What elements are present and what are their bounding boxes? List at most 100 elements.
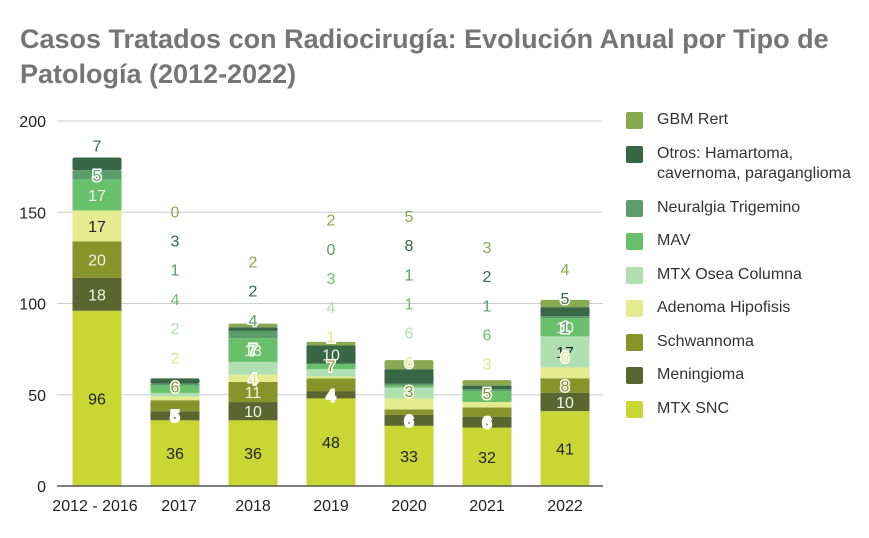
bar-segment <box>228 374 278 382</box>
bar-segment <box>228 330 278 339</box>
legend-label: Schwannoma <box>657 332 754 350</box>
legend-swatch <box>626 266 643 284</box>
legend-item: Adenoma Hipofisis <box>626 298 866 319</box>
data-label: 3 <box>405 384 414 401</box>
data-label: 10 <box>322 348 340 365</box>
legend: GBM Rert Otros: Hamartoma, cavernoma, par… <box>626 110 866 432</box>
bar-segment <box>306 369 356 377</box>
bar-segment <box>540 392 590 412</box>
bar-segment <box>306 398 356 486</box>
bar-segment <box>306 345 356 364</box>
data-label: 8 <box>405 238 414 255</box>
bar-segment <box>462 385 512 390</box>
bar-segment <box>72 277 122 311</box>
bar-segment <box>150 385 200 393</box>
legend-label: MAV <box>657 232 691 249</box>
data-label: 4 <box>249 371 258 388</box>
data-label: 1 <box>405 267 414 284</box>
data-label: 4 <box>327 388 336 405</box>
data-label: 5 <box>483 386 492 403</box>
legend-swatch <box>626 400 643 418</box>
data-label: 8 <box>561 379 570 396</box>
data-label: 13 <box>244 343 262 360</box>
bar-segment <box>540 307 590 317</box>
bar-segment <box>72 241 122 278</box>
data-label: 18 <box>88 287 106 304</box>
bar-segment <box>462 380 512 386</box>
data-label: 2 <box>171 350 180 367</box>
bar-segment <box>150 400 200 412</box>
bar-segment <box>384 398 434 410</box>
y-tick-label: 200 <box>19 114 46 131</box>
bar-segment <box>72 157 122 171</box>
x-tick-label: 2017 <box>161 498 197 515</box>
data-label: 17 <box>88 188 106 205</box>
bar-segment <box>540 367 590 379</box>
data-label: 4 <box>171 292 180 309</box>
data-label: 4 <box>327 300 336 317</box>
legend-swatch <box>626 367 643 384</box>
data-label: 36 <box>244 446 262 463</box>
data-label: 3 <box>483 240 492 257</box>
data-label: 10 <box>556 320 574 337</box>
bar-segment <box>384 383 434 386</box>
bar-segment <box>150 420 200 486</box>
legend-item: Schwannoma <box>626 332 866 353</box>
bar-segment <box>150 392 200 397</box>
data-label: 10 <box>556 395 574 412</box>
bar-segment <box>228 327 278 331</box>
y-tick-label: 150 <box>19 205 46 222</box>
bar-segment <box>150 411 200 421</box>
data-label: 41 <box>556 442 574 459</box>
data-label: 4 <box>249 313 258 330</box>
bar-segment <box>462 402 512 408</box>
data-label: 1 <box>483 298 492 315</box>
data-label: 10 <box>244 404 262 421</box>
legend-swatch <box>626 233 643 250</box>
x-tick-label: 2022 <box>547 498 583 515</box>
data-label: 2 <box>249 255 258 272</box>
x-tick-label: 2020 <box>391 498 427 515</box>
data-label: 96 <box>88 391 106 408</box>
bar-segment <box>540 336 590 368</box>
data-label: 20 <box>88 253 106 270</box>
bar-segment <box>540 411 590 486</box>
bar-segment <box>384 414 434 426</box>
bar-segment <box>306 376 356 379</box>
legend-label: GBM Rert <box>657 111 729 128</box>
x-axis-ticks: 2012 - 2016 2017 2018 2019 2020 2021 2022 <box>52 498 583 515</box>
bar-segment <box>384 369 434 384</box>
data-label: 0 <box>171 204 180 221</box>
legend-item: Neuralgia Trigemino <box>626 198 866 219</box>
legend-swatch <box>626 199 643 217</box>
bar-segment <box>462 416 512 428</box>
data-label: 17 <box>556 345 574 362</box>
bar-segment <box>306 341 356 346</box>
x-tick-label: 2021 <box>469 498 505 515</box>
data-label: 1 <box>171 263 180 280</box>
bar-segment <box>462 427 512 486</box>
data-label: 7 <box>93 139 102 156</box>
data-label: 6 <box>561 349 570 366</box>
data-labels: 9618201717573656224130361011134742248104… <box>88 139 574 467</box>
data-label: 11 <box>245 385 262 402</box>
bar-segment <box>150 378 200 384</box>
legend-label: MTX SNC <box>657 399 729 417</box>
data-label: 3 <box>171 234 180 251</box>
bar-segment <box>72 210 122 242</box>
bar-segment <box>228 323 278 328</box>
bar-segment <box>150 383 200 386</box>
data-label: 0 <box>327 242 336 259</box>
legend-label: Neuralgia Trigemino <box>657 198 801 216</box>
data-label: 48 <box>322 435 340 452</box>
data-label: 1 <box>327 329 336 346</box>
bar-segment <box>462 391 512 403</box>
data-label: 2 <box>483 269 492 286</box>
data-label: 5 <box>171 409 180 426</box>
y-tick-label: 0 <box>37 479 46 496</box>
bar-segment <box>228 381 278 403</box>
legend-swatch <box>626 300 643 317</box>
x-tick-label: 2012 - 2016 <box>52 498 138 515</box>
y-axis-ticks: 0 50 100 150 200 <box>19 114 46 496</box>
bar-segment <box>306 378 356 392</box>
